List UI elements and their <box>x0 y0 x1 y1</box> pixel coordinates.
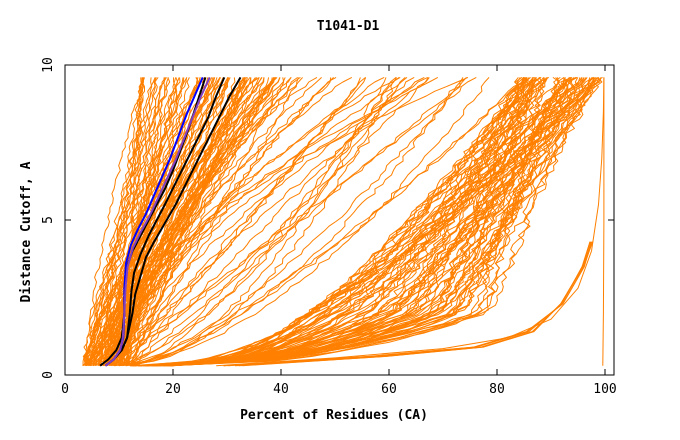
x-tick-label: 40 <box>273 382 289 397</box>
highlighted-model-curves <box>99 76 242 367</box>
model-curve <box>104 77 201 366</box>
model-curve <box>85 77 144 366</box>
model-curve <box>92 77 171 366</box>
axis-ticks: 0 20 40 60 80 100 0 5 10 <box>41 57 617 397</box>
model-curve <box>168 77 599 367</box>
model-curve <box>92 77 299 367</box>
model-curve <box>132 77 591 367</box>
model-curve <box>139 77 521 367</box>
model-curve <box>134 77 526 367</box>
model-curve <box>151 77 597 367</box>
model-curve <box>113 77 408 366</box>
model-curve <box>170 77 600 367</box>
model-curve <box>122 76 468 367</box>
model-curve <box>158 77 573 367</box>
model-curve <box>144 77 585 367</box>
model-curve <box>133 77 366 367</box>
model-curve <box>227 241 591 367</box>
model-curve <box>124 77 159 366</box>
model-curve <box>145 76 594 367</box>
model-curve <box>170 77 541 367</box>
x-tick-label: 20 <box>165 382 181 397</box>
model-curve <box>113 77 406 367</box>
model-curve <box>108 76 260 366</box>
model-curve <box>138 77 573 367</box>
model-curve <box>145 77 528 367</box>
chart-title: T1041-D1 <box>317 19 380 34</box>
model-curve <box>169 77 585 367</box>
model-curve <box>140 76 576 367</box>
model-curve <box>137 77 546 367</box>
x-tick-label: 0 <box>61 382 69 397</box>
model-curve <box>216 77 605 367</box>
model-curve <box>113 77 322 366</box>
model-curve <box>171 77 534 367</box>
x-tick-label: 80 <box>489 382 505 397</box>
y-tick-label: 5 <box>41 216 56 224</box>
model-curve <box>114 76 425 366</box>
model-curve <box>118 77 490 367</box>
model-curve <box>110 76 477 367</box>
highlighted-curve <box>104 76 211 367</box>
model-curve <box>163 77 583 367</box>
model-curve <box>112 77 167 366</box>
model-curve <box>140 76 542 367</box>
model-curve <box>90 77 166 366</box>
model-curve <box>113 77 334 366</box>
x-tick-label: 100 <box>593 382 616 397</box>
model-curve <box>92 77 145 366</box>
model-curve <box>152 77 587 367</box>
model-curve <box>602 77 605 366</box>
model-curve <box>102 77 430 367</box>
model-curve <box>90 77 188 366</box>
model-curve <box>109 77 367 367</box>
model-curve <box>130 77 429 366</box>
model-curve <box>121 76 248 366</box>
model-curve <box>129 77 387 367</box>
model-curve <box>114 77 464 367</box>
model-curve <box>162 77 565 367</box>
x-tick-label: 60 <box>381 382 397 397</box>
model-curve <box>125 76 400 367</box>
model-curve <box>130 76 415 366</box>
model-curve <box>165 77 560 367</box>
model-curve <box>88 77 188 366</box>
model-curve <box>123 77 275 366</box>
model-curve <box>134 77 397 367</box>
y-axis-label: Distance Cutoff, A <box>19 161 34 302</box>
y-tick-label: 0 <box>41 371 56 379</box>
model-curve <box>163 77 530 367</box>
x-axis-label: Percent of Residues (CA) <box>240 408 428 423</box>
model-curve <box>100 76 318 366</box>
highlighted-curve <box>104 76 242 367</box>
y-tick-label: 10 <box>41 57 56 73</box>
other-model-curves <box>82 76 605 367</box>
model-curve <box>167 77 595 367</box>
model-curve <box>125 77 527 367</box>
model-curve <box>242 241 591 367</box>
model-curve <box>172 77 541 367</box>
